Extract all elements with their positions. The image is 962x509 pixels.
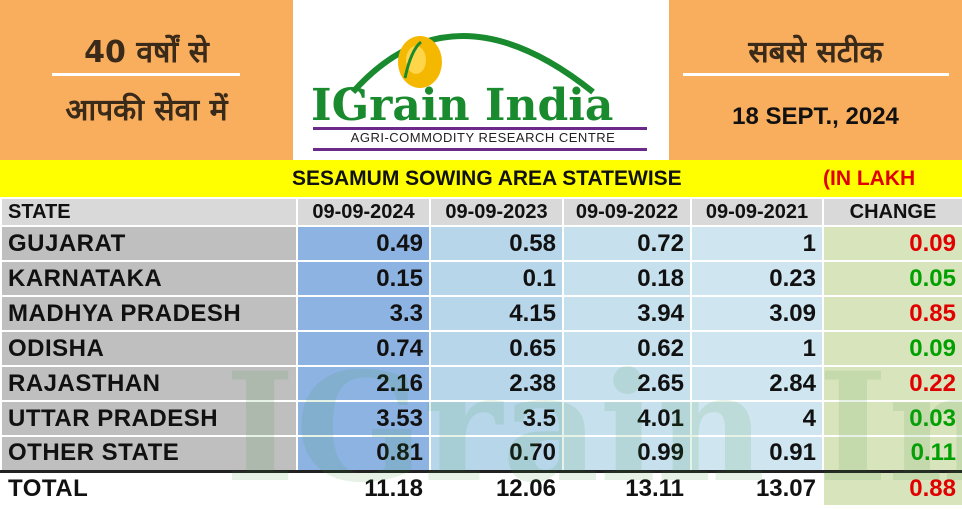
state-name: GUJARAT [0,225,298,262]
column-header-2023: 09-09-2023 [429,197,564,227]
value-2021: 0.23 [690,260,824,297]
value-2024: 3.53 [296,400,431,437]
value-2024: 0.81 [296,435,431,472]
experience-tagline-line1: 40 वर्षों से [84,35,209,70]
report-title: SESAMUM SOWING AREA STATEWISE [292,167,682,190]
value-2023: 0.58 [429,225,564,262]
value-2022: 0.72 [562,225,692,262]
state-name: RAJASTHAN [0,365,298,402]
value-2024: 2.16 [296,365,431,402]
table-row: ODISHA 0.74 0.65 0.62 1 0.09 [0,330,962,367]
column-header-2021: 09-09-2021 [690,197,824,227]
value-2021: 2.84 [690,365,824,402]
title-band: SESAMUM SOWING AREA STATEWISE (IN LAKH [0,160,962,197]
sowing-area-table: STATE 09-09-2024 09-09-2023 09-09-2022 0… [0,197,962,507]
change-value: 0.85 [822,295,962,332]
logo-underline [313,127,647,130]
value-2022: 2.65 [562,365,692,402]
table-row: GUJARAT 0.49 0.58 0.72 1 0.09 [0,225,962,262]
value-2024: 0.15 [296,260,431,297]
state-name: ODISHA [0,330,298,367]
experience-tagline-line2: आपकी सेवा में [65,93,228,128]
value-2021: 13.07 [690,469,824,507]
total-row: TOTAL 11.18 12.06 13.11 13.07 0.88 [0,469,962,507]
change-value: 0.11 [822,435,962,472]
value-2023: 0.65 [429,330,564,367]
unit-label: (IN LAKH [823,167,916,190]
change-value: 0.03 [822,400,962,437]
value-2023: 0.70 [429,435,564,472]
value-2023: 0.1 [429,260,564,297]
value-2021: 4 [690,400,824,437]
column-header-2022: 09-09-2022 [562,197,692,227]
divider [52,73,240,76]
state-name: UTTAR PRADESH [0,400,298,437]
table-row: UTTAR PRADESH 3.53 3.5 4.01 4 0.03 [0,400,962,437]
table-row: OTHER STATE 0.81 0.70 0.99 0.91 0.11 [0,435,962,472]
change-value: 0.09 [822,330,962,367]
state-name: KARNATAKA [0,260,298,297]
divider [683,73,949,76]
change-value: 0.88 [822,469,962,507]
change-value: 0.09 [822,225,962,262]
value-2024: 3.3 [296,295,431,332]
header-banner: 40 वर्षों से आपकी सेवा में IGrain India … [0,0,962,160]
report-date: 18 SEPT., 2024 [732,103,899,130]
value-2022: 13.11 [562,469,692,507]
value-2024: 11.18 [296,469,431,507]
value-2022: 3.94 [562,295,692,332]
state-name: MADHYA PRADESH [0,295,298,332]
value-2021: 1 [690,225,824,262]
value-2023: 12.06 [429,469,564,507]
logo-brand: IGrain India [311,80,614,131]
logo-underline [313,148,647,151]
column-header-change: CHANGE [822,197,962,227]
header-left-panel: 40 वर्षों से आपकी सेवा में [0,0,293,160]
value-2022: 0.18 [562,260,692,297]
value-2021: 1 [690,330,824,367]
value-2021: 3.09 [690,295,824,332]
state-name: TOTAL [0,469,298,507]
table-row: KARNATAKA 0.15 0.1 0.18 0.23 0.05 [0,260,962,297]
state-name: OTHER STATE [0,435,298,472]
column-header-2024: 09-09-2024 [296,197,431,227]
logo-panel: IGrain India AGRI-COMMODITY RESEARCH CEN… [293,0,669,160]
value-2022: 0.99 [562,435,692,472]
value-2024: 0.49 [296,225,431,262]
value-2021: 0.91 [690,435,824,472]
value-2023: 4.15 [429,295,564,332]
value-2022: 0.62 [562,330,692,367]
table-row: RAJASTHAN 2.16 2.38 2.65 2.84 0.22 [0,365,962,402]
table-header-row: STATE 09-09-2024 09-09-2023 09-09-2022 0… [0,197,962,227]
logo-subtitle: AGRI-COMMODITY RESEARCH CENTRE [350,130,616,145]
value-2023: 3.5 [429,400,564,437]
value-2023: 2.38 [429,365,564,402]
header-right-panel: सबसे सटीक 18 SEPT., 2024 [669,0,962,160]
change-value: 0.05 [822,260,962,297]
logo-arc-icon [350,33,595,95]
accuracy-tagline: सबसे सटीक [748,35,883,70]
change-value: 0.22 [822,365,962,402]
value-2024: 0.74 [296,330,431,367]
table-row: MADHYA PRADESH 3.3 4.15 3.94 3.09 0.85 [0,295,962,332]
column-header-state: STATE [0,197,298,227]
value-2022: 4.01 [562,400,692,437]
